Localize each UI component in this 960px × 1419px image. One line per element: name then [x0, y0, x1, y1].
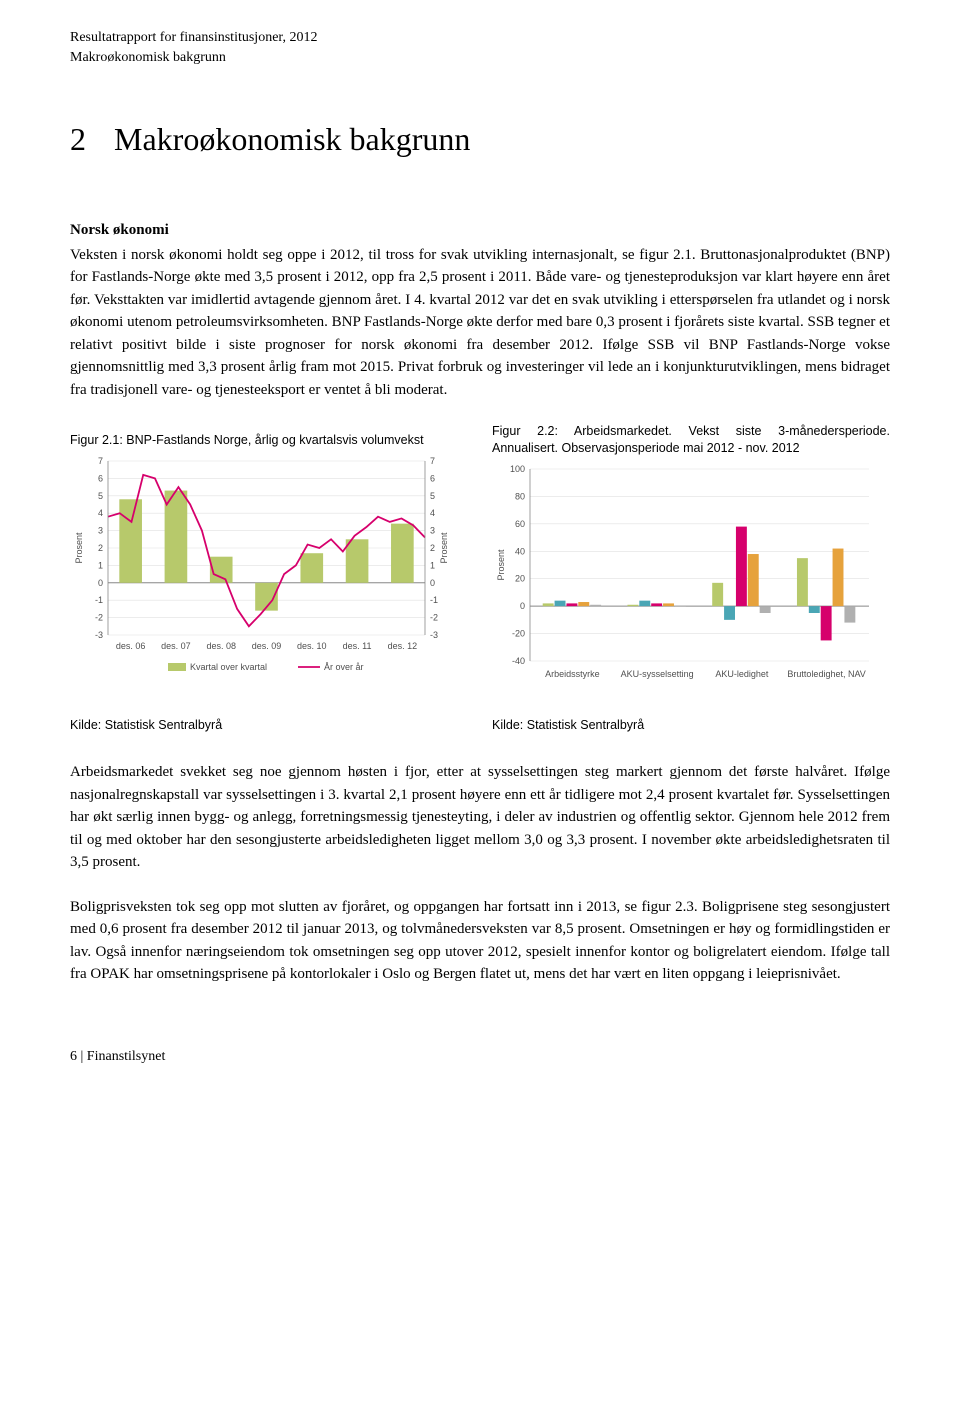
section-title: 2 Makroøkonomisk bakgrunn: [70, 115, 890, 163]
svg-text:des. 12: des. 12: [388, 641, 418, 651]
svg-text:1: 1: [430, 560, 435, 570]
svg-text:Arbeidsstyrke: Arbeidsstyrke: [545, 669, 600, 679]
paragraph-3: Boligprisveksten tok seg opp mot slutten…: [70, 896, 890, 986]
header-line2: Makroøkonomisk bakgrunn: [70, 48, 890, 68]
svg-text:20: 20: [515, 574, 525, 584]
svg-text:0: 0: [520, 601, 525, 611]
svg-text:3: 3: [430, 526, 435, 536]
svg-text:1: 1: [98, 560, 103, 570]
svg-text:des. 08: des. 08: [206, 641, 236, 651]
svg-text:-3: -3: [430, 630, 438, 640]
figure-1-column: Figur 2.1: BNP-Fastlands Norge, årlig og…: [70, 432, 468, 690]
svg-text:4: 4: [98, 508, 103, 518]
subheading: Norsk økonomi: [70, 219, 890, 242]
svg-text:Bruttoledighet, NAV: Bruttoledighet, NAV: [787, 669, 865, 679]
svg-text:-2: -2: [95, 613, 103, 623]
svg-text:des. 06: des. 06: [116, 641, 146, 651]
svg-text:0: 0: [430, 578, 435, 588]
svg-text:-3: -3: [95, 630, 103, 640]
svg-text:7: 7: [430, 456, 435, 466]
paragraph-2: Arbeidsmarkedet svekket seg noe gjennom …: [70, 761, 890, 874]
section-number: 2: [70, 115, 106, 163]
svg-text:7: 7: [98, 456, 103, 466]
svg-text:4: 4: [430, 508, 435, 518]
svg-text:3: 3: [98, 526, 103, 536]
figure-2-caption: Figur 2.2: Arbeidsmarkedet. Vekst siste …: [492, 423, 890, 457]
svg-text:-2: -2: [430, 613, 438, 623]
svg-text:40: 40: [515, 546, 525, 556]
svg-text:-1: -1: [95, 595, 103, 605]
figure-1-source: Kilde: Statistisk Sentralbyrå: [70, 716, 468, 735]
svg-text:0: 0: [98, 578, 103, 588]
source-row: Kilde: Statistisk Sentralbyrå Kilde: Sta…: [70, 716, 890, 735]
svg-text:60: 60: [515, 519, 525, 529]
svg-text:År over år: År over år: [324, 662, 364, 672]
svg-text:AKU-ledighet: AKU-ledighet: [715, 669, 769, 679]
svg-text:2: 2: [430, 543, 435, 553]
svg-text:Prosent: Prosent: [439, 532, 449, 564]
report-header: Resultatrapport for finansinstitusjoner,…: [70, 28, 890, 67]
svg-text:-40: -40: [512, 656, 525, 666]
section-title-text: Makroøkonomisk bakgrunn: [114, 121, 470, 157]
svg-text:100: 100: [510, 464, 525, 474]
svg-text:5: 5: [430, 491, 435, 501]
svg-text:des. 09: des. 09: [252, 641, 282, 651]
svg-text:6: 6: [430, 473, 435, 483]
svg-text:des. 10: des. 10: [297, 641, 327, 651]
figure-row: Figur 2.1: BNP-Fastlands Norge, årlig og…: [70, 423, 890, 690]
figure-2-column: Figur 2.2: Arbeidsmarkedet. Vekst siste …: [492, 423, 890, 690]
svg-text:Prosent: Prosent: [74, 532, 84, 564]
figure-2-source: Kilde: Statistisk Sentralbyrå: [492, 716, 890, 735]
paragraph-1: Veksten i norsk økonomi holdt seg oppe i…: [70, 244, 890, 402]
svg-text:Kvartal over kvartal: Kvartal over kvartal: [190, 662, 267, 672]
svg-text:des. 07: des. 07: [161, 641, 191, 651]
svg-text:AKU-sysselsetting: AKU-sysselsetting: [621, 669, 694, 679]
svg-text:80: 80: [515, 491, 525, 501]
page-footer: 6 | Finanstilsynet: [70, 1046, 890, 1067]
header-line1: Resultatrapport for finansinstitusjoner,…: [70, 28, 890, 48]
svg-text:-20: -20: [512, 629, 525, 639]
svg-text:des. 11: des. 11: [343, 641, 372, 651]
svg-text:-1: -1: [430, 595, 438, 605]
svg-text:2: 2: [98, 543, 103, 553]
svg-text:5: 5: [98, 491, 103, 501]
figure-2-chart: -40 -20 0 20 40 60 80 100 Arbeidsstyrke AKU-sysse…: [492, 461, 890, 691]
figure-1-caption: Figur 2.1: BNP-Fastlands Norge, årlig og…: [70, 432, 468, 449]
svg-text:6: 6: [98, 473, 103, 483]
svg-text:Prosent: Prosent: [496, 549, 506, 581]
figure-1-chart: -3 -3 -2 -2 -1 -1 0 0 1 1 2 2 3 3 4 4 5 5 6 6 7 7 des. 06 des. …: [70, 453, 468, 691]
